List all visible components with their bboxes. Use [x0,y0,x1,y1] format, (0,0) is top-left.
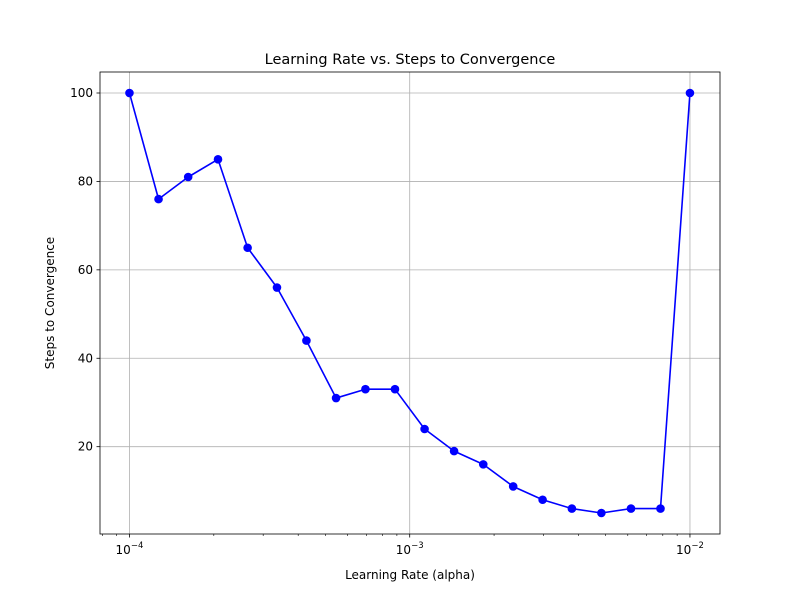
data-point [390,384,400,394]
y-tick-label: 100 [70,86,93,100]
y-axis-label: Steps to Convergence [43,237,57,369]
x-tick-label: 10−2 [676,541,704,557]
data-point [538,495,547,505]
y-axis: 20 40 60 80 100 [70,86,100,454]
data-point [125,88,134,98]
x-tick-label: 10−4 [116,541,144,557]
series-line [128,92,691,514]
data-point [183,172,193,182]
data-point [272,283,282,292]
chart-title: Learning Rate vs. Steps to Convergence [265,52,556,68]
data-point [302,336,311,345]
data-point [213,155,223,164]
data-point [656,504,665,513]
data-point [243,243,252,253]
grid [100,72,720,534]
x-axis: 10−4 10−3 10−2 [102,534,704,557]
data-point [361,384,370,394]
y-tick-label: 60 [78,263,93,277]
y-tick-label: 80 [78,174,93,188]
data-point [508,482,518,491]
data-point [449,446,459,456]
data-point [478,460,488,469]
series-layer [125,88,695,518]
y-tick-label: 40 [78,351,93,365]
data-point [154,194,163,204]
x-tick-label: 10−3 [396,541,424,557]
data-point [597,508,606,518]
x-axis-label: Learning Rate (alpha) [345,568,475,582]
data-point [685,88,695,98]
data-point [420,424,429,434]
data-point [626,504,636,513]
data-point [567,504,577,513]
data-point [331,393,341,403]
y-tick-label: 20 [78,440,93,454]
